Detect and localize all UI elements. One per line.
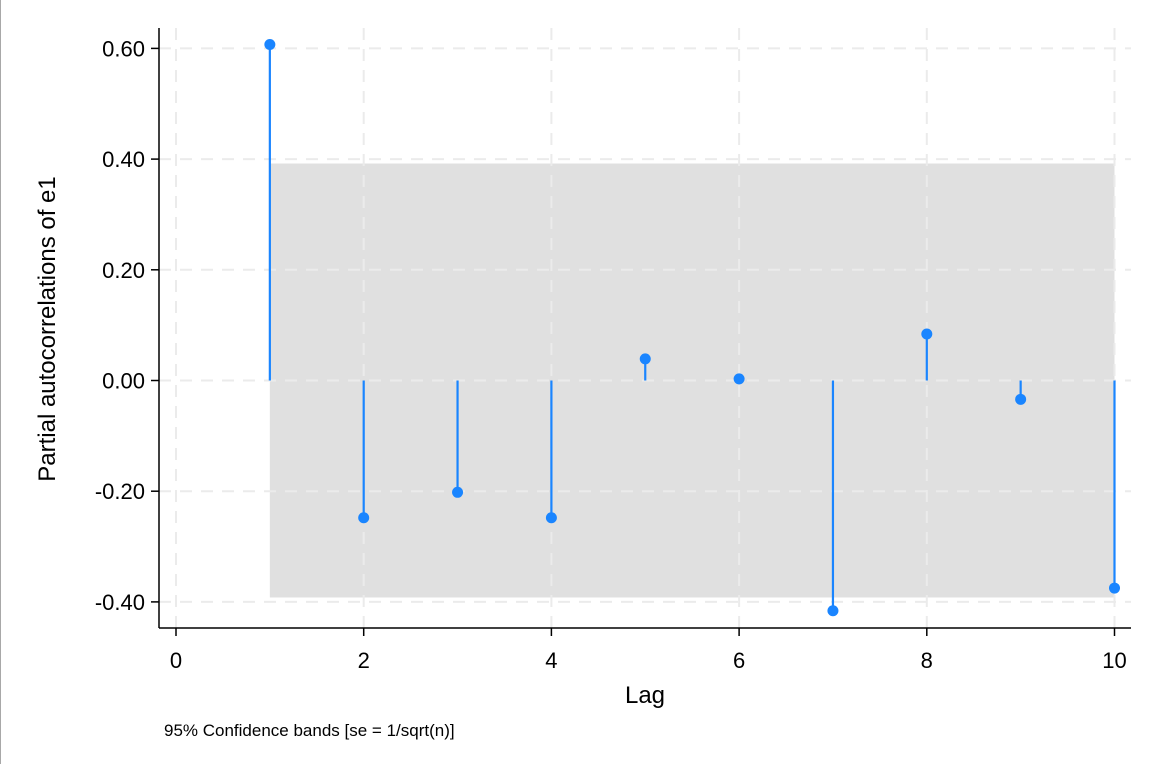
data-point-lag-9 [1015, 393, 1027, 405]
data-point-lag-1 [264, 39, 276, 51]
data-point-lag-5 [639, 353, 651, 365]
y-tick-label: 0.40 [102, 147, 145, 172]
y-tick-label: 0.60 [102, 36, 145, 61]
x-tick-label: 4 [545, 648, 557, 673]
data-point-lag-10 [1109, 582, 1120, 594]
confidence-band-note: 95% Confidence bands [se = 1/sqrt(n)] [164, 721, 455, 740]
x-tick-label: 10 [1102, 648, 1126, 673]
y-tick-label: 0.20 [102, 258, 145, 283]
data-point-lag-8 [921, 328, 933, 340]
data-point-lag-4 [545, 512, 557, 524]
y-axis-title: Partial autocorrelations of e1 [34, 176, 61, 482]
data-point-lag-6 [733, 373, 745, 385]
x-tick-label: 6 [733, 648, 745, 673]
stem-layer [264, 39, 1120, 617]
y-tick-label: -0.20 [95, 479, 145, 504]
data-point-lag-3 [452, 486, 464, 498]
data-point-lag-2 [358, 512, 370, 524]
x-tick-label: 2 [358, 648, 370, 673]
y-tick-label: 0.00 [102, 369, 145, 394]
y-tick-label: -0.40 [95, 590, 145, 615]
tick-layer: 0.60 0.40 0.20 0.00 -0.20 -0.40 0 2 4 6 8 10 [95, 36, 1127, 673]
axis-layer [158, 28, 1131, 629]
x-tick-label: 0 [170, 648, 182, 673]
x-tick-label: 8 [921, 648, 933, 673]
data-point-lag-7 [827, 605, 839, 617]
left-edge-rule [0, 0, 1, 764]
x-axis-title: Lag [625, 682, 665, 709]
